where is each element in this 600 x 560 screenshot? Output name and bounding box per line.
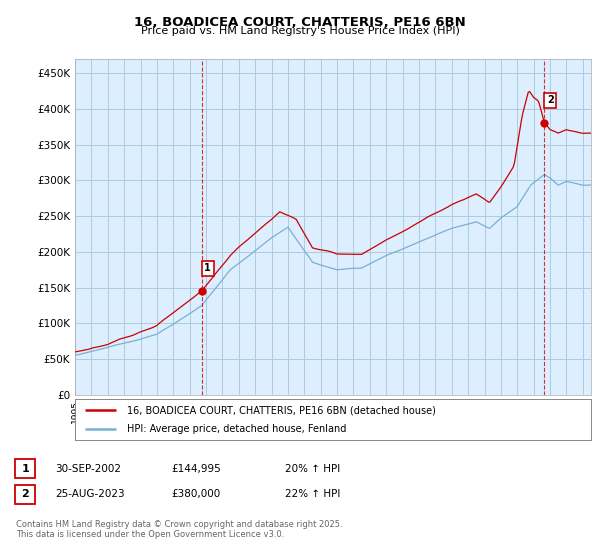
Text: 22% ↑ HPI: 22% ↑ HPI	[285, 489, 340, 500]
Text: 2: 2	[22, 489, 29, 500]
Text: 2: 2	[547, 95, 554, 105]
Text: 25-AUG-2023: 25-AUG-2023	[55, 489, 125, 500]
Text: 1: 1	[205, 263, 211, 273]
Text: 16, BOADICEA COURT, CHATTERIS, PE16 6BN: 16, BOADICEA COURT, CHATTERIS, PE16 6BN	[134, 16, 466, 29]
Text: £380,000: £380,000	[171, 489, 220, 500]
Text: HPI: Average price, detached house, Fenland: HPI: Average price, detached house, Fenl…	[127, 424, 346, 433]
Text: 30-SEP-2002: 30-SEP-2002	[55, 464, 121, 474]
Text: Price paid vs. HM Land Registry's House Price Index (HPI): Price paid vs. HM Land Registry's House …	[140, 26, 460, 36]
Text: Contains HM Land Registry data © Crown copyright and database right 2025.
This d: Contains HM Land Registry data © Crown c…	[16, 520, 343, 539]
Text: £144,995: £144,995	[171, 464, 221, 474]
Text: 1: 1	[22, 464, 29, 474]
Text: 16, BOADICEA COURT, CHATTERIS, PE16 6BN (detached house): 16, BOADICEA COURT, CHATTERIS, PE16 6BN …	[127, 405, 436, 415]
Text: 20% ↑ HPI: 20% ↑ HPI	[285, 464, 340, 474]
